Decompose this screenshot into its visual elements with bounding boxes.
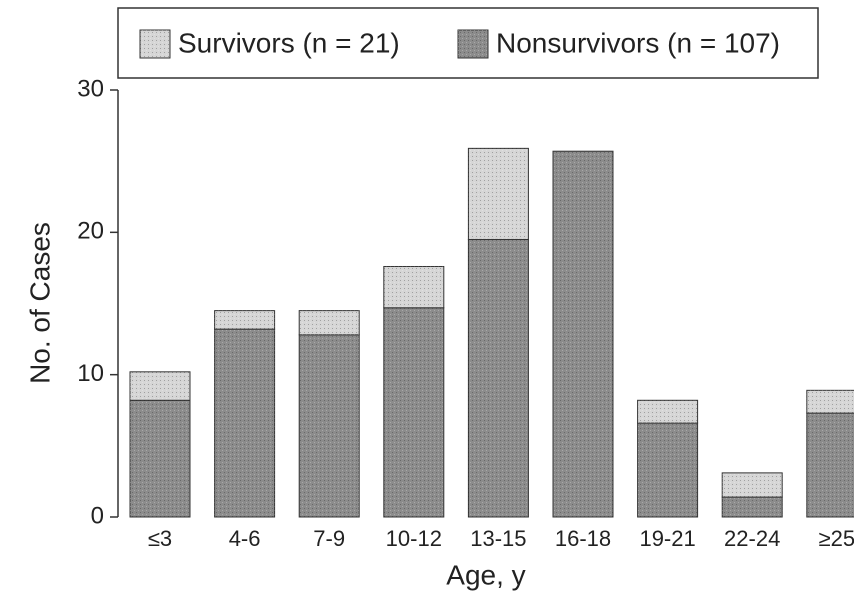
legend-swatch-texture <box>140 30 170 58</box>
x-tick-label: 16-18 <box>555 526 611 551</box>
y-tick-label: 10 <box>77 360 104 387</box>
legend-label: Nonsurvivors (n = 107) <box>496 27 780 58</box>
bar-texture <box>383 266 444 308</box>
bar-texture <box>806 413 854 517</box>
x-tick-label: 22-24 <box>724 526 780 551</box>
bar-texture <box>468 239 529 517</box>
bar-texture <box>383 307 444 517</box>
bar-texture <box>214 310 275 330</box>
bar-texture <box>299 310 360 335</box>
bar-texture <box>214 329 275 517</box>
bar-texture <box>553 151 613 517</box>
bar-texture <box>722 472 783 498</box>
legend-label: Survivors (n = 21) <box>178 27 400 58</box>
bar-texture <box>468 148 529 240</box>
y-tick-label: 30 <box>77 75 104 102</box>
legend-swatch-texture <box>458 30 488 58</box>
y-tick-label: 0 <box>91 502 104 529</box>
y-tick-label: 20 <box>77 218 104 245</box>
legend-box <box>117 7 819 79</box>
x-tick-label: 7-9 <box>313 526 345 551</box>
x-tick-label: 10-12 <box>386 526 442 551</box>
x-tick-label: 4-6 <box>229 526 261 551</box>
bar-texture <box>806 390 854 414</box>
y-axis-label: No. of Cases <box>24 222 55 384</box>
bar-texture <box>299 334 360 517</box>
x-tick-label: ≤3 <box>148 526 172 551</box>
bar-texture <box>637 423 698 517</box>
x-tick-label: ≥25 <box>819 526 854 551</box>
bar-texture <box>130 371 190 401</box>
bar-texture <box>637 400 698 424</box>
x-tick-label: 13-15 <box>470 526 526 551</box>
x-tick-label: 19-21 <box>639 526 695 551</box>
x-axis-label: Age, y <box>446 559 525 590</box>
bar-texture <box>722 497 783 517</box>
bar-texture <box>130 400 190 517</box>
